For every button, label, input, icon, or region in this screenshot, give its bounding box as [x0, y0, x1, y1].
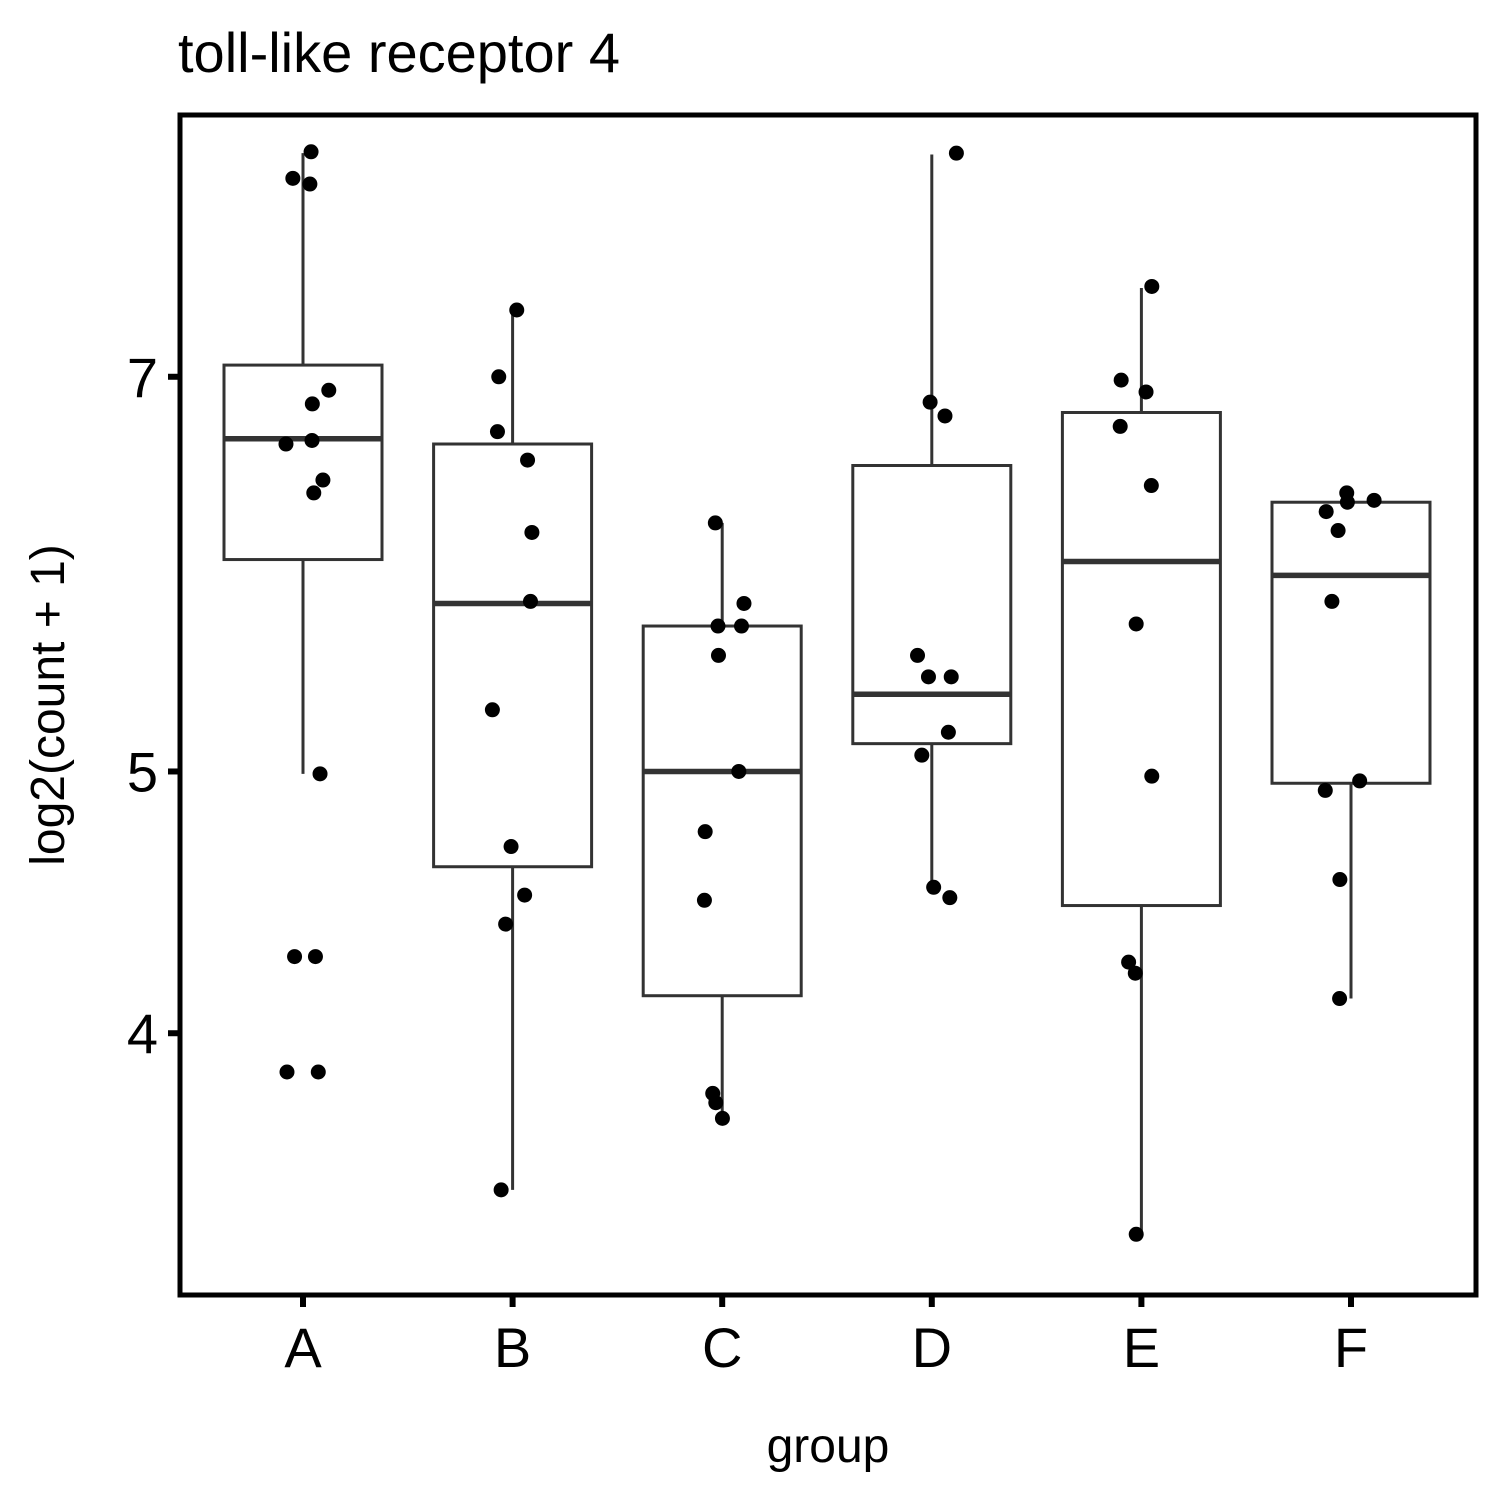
data-point — [304, 432, 320, 448]
data-point — [484, 702, 500, 718]
plot-area — [222, 144, 1432, 1242]
data-point — [278, 436, 294, 452]
data-point — [520, 452, 536, 468]
data-point — [307, 949, 323, 965]
data-point — [287, 949, 303, 965]
x-axis-title: group — [767, 1420, 890, 1473]
data-point — [942, 890, 958, 906]
data-point — [493, 1182, 509, 1198]
box-group-B — [432, 302, 594, 1198]
y-tick-label: 5 — [127, 740, 158, 803]
data-point — [714, 1110, 730, 1126]
data-point — [910, 647, 926, 663]
data-point — [315, 472, 331, 488]
data-point — [920, 669, 936, 685]
data-point — [1318, 504, 1334, 520]
data-point — [940, 724, 956, 740]
data-point — [1121, 954, 1137, 970]
box-group-D — [851, 145, 1013, 906]
data-point — [306, 485, 322, 501]
data-point — [517, 887, 533, 903]
data-point — [310, 1064, 326, 1080]
box-iqr — [432, 442, 594, 869]
data-point — [509, 302, 525, 318]
data-point — [922, 394, 938, 410]
data-point — [522, 593, 538, 609]
data-point — [285, 170, 301, 186]
data-point — [1144, 278, 1160, 294]
data-point — [321, 382, 337, 398]
y-tick-label: 4 — [127, 1002, 158, 1065]
data-point — [524, 524, 540, 540]
axes: A B C D E F 4 5 7 — [127, 346, 1368, 1379]
data-point — [1317, 782, 1333, 798]
data-point — [1138, 384, 1154, 400]
box-group-F — [1270, 485, 1432, 1007]
data-point — [503, 839, 519, 855]
data-point — [1127, 965, 1143, 981]
data-point — [710, 618, 726, 634]
x-tick-label: E — [1123, 1316, 1160, 1379]
box-iqr — [222, 363, 384, 562]
y-tick-label: 7 — [127, 346, 158, 409]
box-group-E — [1060, 278, 1222, 1242]
data-point — [498, 916, 514, 932]
data-point — [1113, 372, 1129, 388]
data-point — [707, 515, 723, 531]
data-point — [312, 766, 328, 782]
x-tick-label: F — [1334, 1316, 1368, 1379]
data-point — [1324, 593, 1340, 609]
data-point — [1128, 1226, 1144, 1242]
data-point — [489, 424, 505, 440]
data-point — [710, 647, 726, 663]
box-iqr — [641, 624, 803, 998]
data-point — [1339, 494, 1355, 510]
data-point — [937, 408, 953, 424]
data-point — [1332, 872, 1348, 888]
box-group-C — [641, 515, 803, 1126]
data-point — [708, 1095, 724, 1111]
data-point — [1330, 523, 1346, 539]
data-point — [736, 595, 752, 611]
x-tick-label: B — [494, 1316, 531, 1379]
y-axis-title: log2(count + 1) — [22, 544, 75, 866]
data-point — [943, 669, 959, 685]
data-point — [1112, 418, 1128, 434]
data-point — [696, 892, 712, 908]
panel-border — [177, 112, 1479, 1298]
data-point — [948, 145, 964, 161]
chart-title: toll-like receptor 4 — [178, 21, 620, 84]
x-tick-label: C — [702, 1316, 742, 1379]
box-iqr — [1060, 410, 1222, 908]
box-iqr — [1270, 500, 1432, 785]
data-point — [731, 763, 747, 779]
data-point — [1143, 478, 1159, 494]
data-point — [302, 176, 318, 192]
data-point — [733, 618, 749, 634]
data-point — [926, 879, 942, 895]
data-point — [303, 144, 319, 160]
data-point — [304, 396, 320, 412]
x-tick-label: A — [284, 1316, 322, 1379]
data-point — [1332, 991, 1348, 1007]
box-group-A — [222, 144, 384, 1080]
data-point — [1352, 773, 1368, 789]
data-point — [491, 369, 507, 385]
data-point — [279, 1064, 295, 1080]
data-point — [697, 824, 713, 840]
box-iqr — [851, 464, 1013, 746]
x-tick-label: D — [912, 1316, 952, 1379]
data-point — [1144, 768, 1160, 784]
data-point — [1128, 616, 1144, 632]
data-point — [914, 747, 930, 763]
data-point — [1366, 492, 1382, 508]
